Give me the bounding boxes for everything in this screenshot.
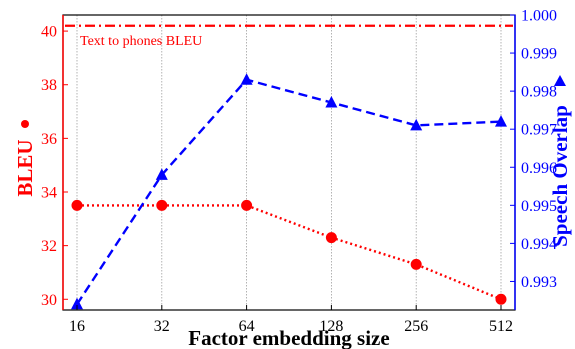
data-point-left [156,199,168,211]
series-line-right [75,78,502,305]
y-left-tick-label: 34 [41,185,57,202]
x-tick-label: 256 [404,318,428,335]
y-right-axis-label: Speech Overlap [548,105,572,247]
data-point-left [495,293,507,305]
data-point-right [71,297,83,310]
data-point-left [410,258,422,270]
y-right-tick-label: 0.996 [521,160,557,177]
data-point-right [410,118,423,131]
data-point-right [240,73,253,85]
x-axis-label: Factor embedding size [188,326,389,349]
y-left-label-marker [21,120,29,128]
series-line-left [77,204,502,301]
data-point-right [495,115,507,127]
grid-layer [76,15,502,310]
axes-layer: 16 32 64 128 256 512 30 32 34 36 38 40 0.993 0.994 0.9… [41,8,557,336]
y-left-tick-label: 40 [41,24,57,41]
series-layer [65,24,513,310]
y-right-tick-label: 0.995 [521,198,557,215]
x-tick-label: 512 [489,318,513,335]
x-tick-label: 16 [69,318,85,335]
y-left-label-group: BLEU [13,120,37,197]
x-tick-label: 64 [239,318,255,335]
x-tick-label: 32 [154,318,170,335]
y-left-tick-label: 32 [41,238,57,255]
data-point-right [155,168,168,180]
y-left-axis-label: BLEU [13,139,37,196]
y-right-tick-label: 0.994 [521,236,557,253]
y-right-tick-label: 0.999 [521,46,557,63]
plot-frame [62,14,516,311]
data-point-left [325,232,337,244]
data-point-left [241,199,253,211]
x-tick-label: 128 [319,318,343,335]
y-left-tick-label: 30 [41,292,57,309]
data-point-left [71,199,83,211]
y-right-label-group: Speech Overlap [548,75,572,247]
y-right-tick-label: 1.000 [521,8,557,25]
y-right-tick-label: 0.998 [521,84,557,101]
y-right-label-marker [554,75,566,86]
y-left-tick-label: 38 [41,77,57,94]
y-right-tick-label: 0.997 [521,122,557,139]
data-point-right [325,96,338,108]
y-right-tick-label: 0.993 [521,274,557,291]
y-left-tick-label: 36 [41,131,57,148]
reference-line-label: Text to phones BLEU [80,34,202,49]
